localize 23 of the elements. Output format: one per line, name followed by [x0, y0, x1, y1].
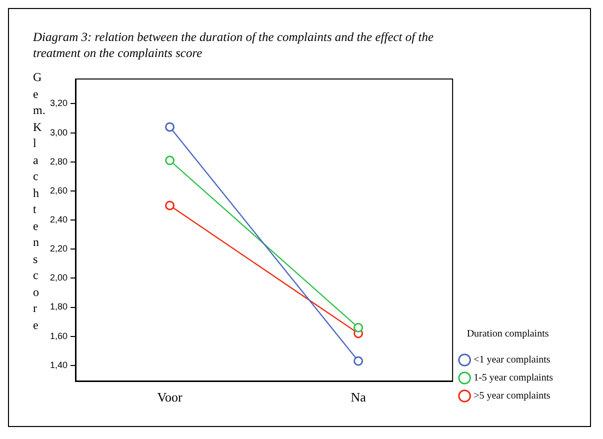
- y-tick-label: 2,40: [50, 214, 68, 225]
- y-tick-label: 2,20: [50, 244, 68, 254]
- x-tick-label: Voor: [157, 390, 183, 405]
- point: [165, 156, 175, 166]
- legend-title: Duration complaints: [466, 328, 549, 340]
- y-tick-label: 2,60: [50, 185, 68, 196]
- y-tick-label: 2,00: [50, 272, 68, 283]
- y-tick-label: 3,00: [50, 127, 68, 138]
- legend-label: 1-5 year complaints: [474, 372, 554, 384]
- y-tick-label: 1,80: [50, 302, 68, 312]
- point: [354, 356, 364, 366]
- x-tick-label: Na: [350, 390, 366, 405]
- legend-label: <1 year complaints: [474, 354, 550, 366]
- y-tick-label: 1,40: [50, 360, 68, 370]
- y-tick-label: 2,80: [50, 156, 68, 166]
- legend-label: >5 year complaints: [474, 390, 550, 402]
- y-tick-label: 1,60: [50, 330, 68, 341]
- text: Gem. Klachtenscore: [33, 70, 46, 332]
- point: [165, 200, 175, 210]
- point: [354, 322, 364, 332]
- chart-title: Diagram 3: relation between the duration of the complaints and the effect of the treatment on the complaints score: [33, 29, 435, 61]
- y-tick-label: 3,20: [50, 98, 68, 108]
- point: [165, 122, 175, 132]
